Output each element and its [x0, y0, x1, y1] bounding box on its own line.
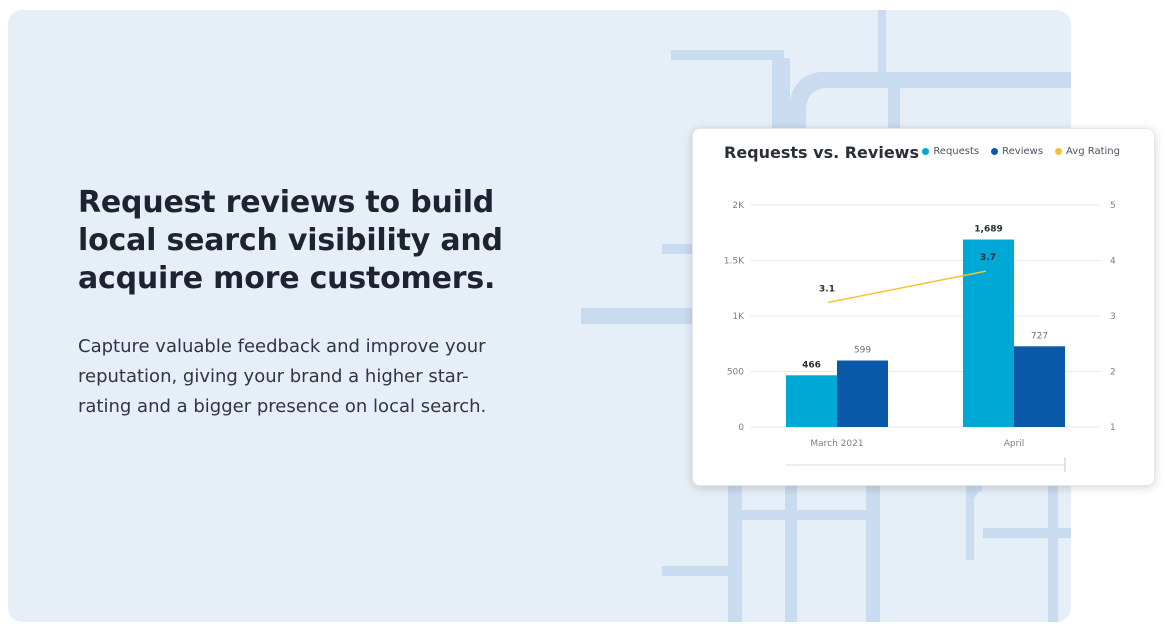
- y-right-tick-label: 3: [1110, 312, 1116, 322]
- y-left-tick-label: 1.5K: [724, 257, 745, 267]
- y-right-tick-label: 2: [1110, 368, 1116, 378]
- bar-data-label: 727: [1031, 331, 1048, 341]
- y-left-tick-label: 500: [727, 368, 744, 378]
- bar-reviews: [1014, 346, 1065, 427]
- legend-item-avg-rating: Avg Rating: [1055, 146, 1120, 157]
- bar-requests: [786, 375, 837, 427]
- y-right-tick-label: 1: [1110, 423, 1116, 433]
- legend-avg-rating-label: Avg Rating: [1066, 146, 1120, 157]
- y-right-tick-label: 4: [1110, 257, 1116, 267]
- legend-item-requests: Requests: [922, 146, 979, 157]
- hero-body-text: Capture valuable feedback and improve yo…: [78, 336, 487, 417]
- bar-reviews: [837, 360, 888, 427]
- line-data-label: 3.1: [819, 284, 835, 294]
- legend-requests-label: Requests: [933, 146, 980, 157]
- chart-plot: 0 500 1K 1.5K 2K 1 2 3 4 5 466 599 March 2021 1,689 72…: [724, 201, 1116, 472]
- legend-item-reviews: Reviews: [991, 146, 1043, 157]
- legend-reviews-label: Reviews: [1002, 146, 1044, 157]
- legend-requests-swatch: [922, 148, 930, 155]
- chart-legend: Requests Reviews Avg Rating: [922, 146, 1120, 157]
- legend-avg-rating-swatch: [1055, 148, 1063, 155]
- line-data-label: 3.7: [980, 253, 996, 263]
- legend-reviews-swatch: [991, 148, 999, 155]
- bar-data-label: 1,689: [974, 225, 1002, 235]
- line-avg-rating: [827, 270, 987, 304]
- bar-data-label: 599: [854, 346, 871, 356]
- x-tick-label: April: [1004, 439, 1025, 449]
- hero-headline: Request reviews to build local search vi…: [78, 185, 503, 296]
- y-left-tick-label: 1K: [732, 312, 745, 322]
- bar-data-label: 466: [802, 360, 821, 370]
- y-right-tick-label: 5: [1110, 201, 1116, 211]
- y-left-tick-label: 2K: [732, 201, 745, 211]
- bar-requests: [963, 239, 1014, 427]
- y-left-tick-label: 0: [738, 423, 744, 433]
- chart-card: Requests vs. Reviews Requests Reviews Av…: [692, 128, 1155, 486]
- chart-title: Requests vs. Reviews: [724, 143, 919, 162]
- x-tick-label: March 2021: [810, 439, 863, 449]
